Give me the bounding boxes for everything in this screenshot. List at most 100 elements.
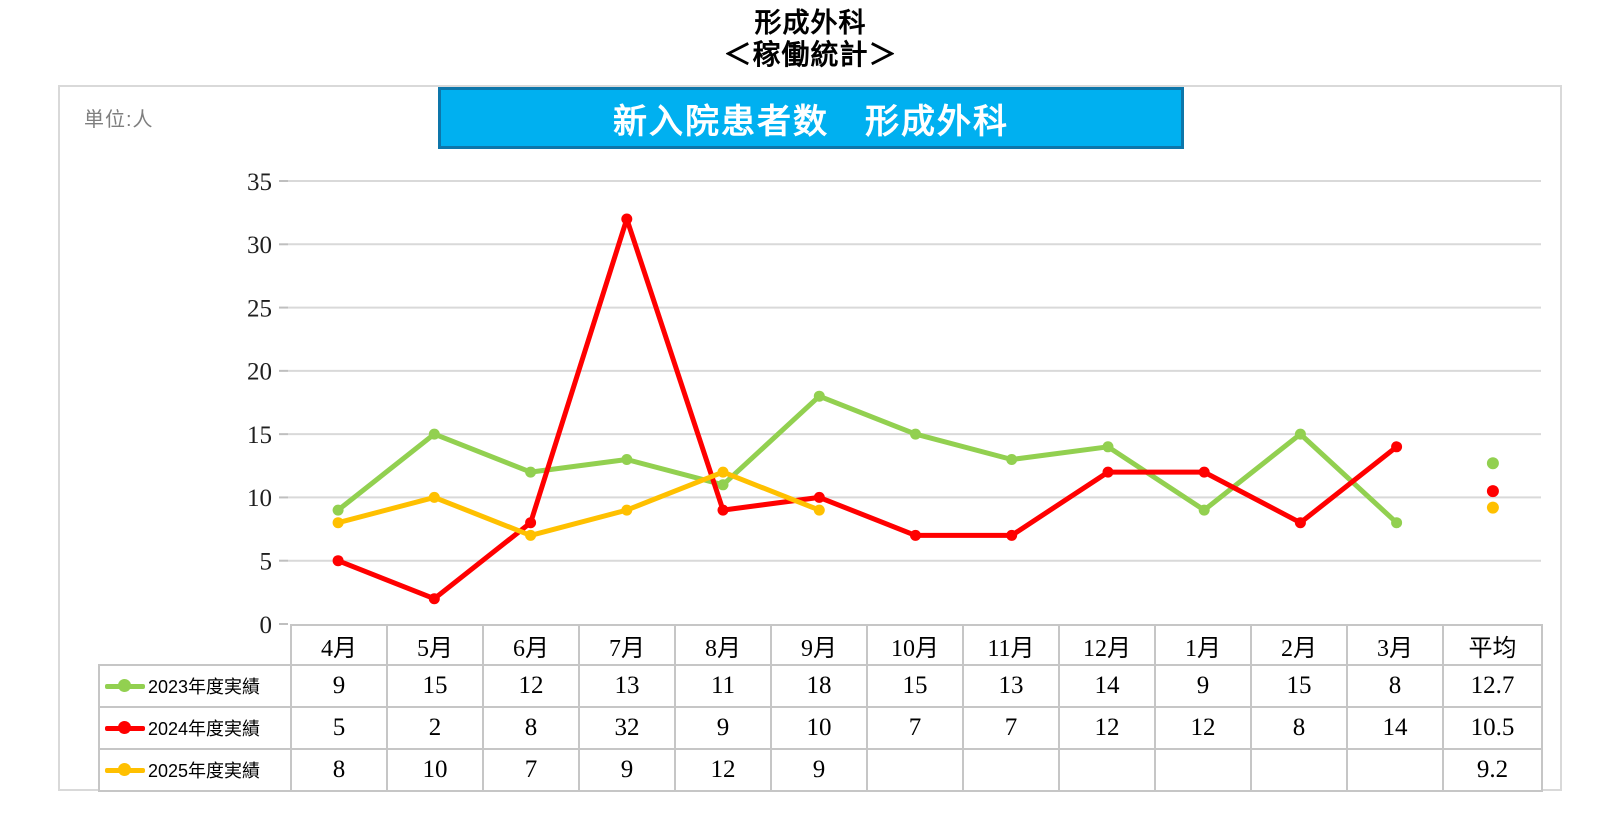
data-point-2024 <box>332 555 344 567</box>
legend-marker-dot <box>118 721 131 734</box>
table-header-month: 1月 <box>1154 624 1252 666</box>
table-value-cell: 12 <box>482 664 580 708</box>
series-line-2023 <box>335 393 1400 526</box>
series-label-cell: 2025年度実績 <box>98 748 292 792</box>
table-value-cell: 12 <box>1154 706 1252 750</box>
series-line-2025 <box>335 469 822 538</box>
series-label: 2023年度実績 <box>148 677 261 697</box>
table-row-2023: 2023年度実績 9 15 12 13 11 18 15 13 14 9 15 8 12.7 <box>98 664 1543 708</box>
series-line-2024 <box>335 216 1400 602</box>
data-point-2023 <box>1391 517 1403 529</box>
table-value-cell: 9 <box>1154 664 1252 708</box>
table-value-cell: 11 <box>674 664 772 708</box>
table-value-cell <box>1250 748 1348 792</box>
data-point-2024 <box>717 504 729 516</box>
y-axis-label: 0 <box>260 612 273 639</box>
legend-marker-dot <box>118 679 131 692</box>
legend-marker <box>105 763 145 776</box>
data-point-2024 <box>1391 441 1403 453</box>
legend-marker <box>105 721 145 734</box>
data-point-2024 <box>1294 517 1306 529</box>
table-row-2025: 2025年度実績 8 10 7 9 12 9 9.2 <box>98 748 1543 792</box>
data-point-2024 <box>1006 529 1018 541</box>
series-label-cell: 2024年度実績 <box>98 706 292 750</box>
table-average-cell: 10.5 <box>1442 706 1543 750</box>
table-value-cell: 10 <box>770 706 868 750</box>
table-value-cell: 8 <box>1250 706 1348 750</box>
data-point-2025 <box>428 491 440 503</box>
y-axis-label: 20 <box>247 359 272 386</box>
table-average-cell: 12.7 <box>1442 664 1543 708</box>
y-axis-label: 15 <box>247 422 272 449</box>
table-value-cell: 13 <box>962 664 1060 708</box>
table-value-cell: 7 <box>962 706 1060 750</box>
table-value-cell: 32 <box>578 706 676 750</box>
table-row-2024: 2024年度実績 5 2 8 32 9 10 7 7 12 12 8 14 10.5 <box>98 706 1543 750</box>
legend-marker <box>105 679 145 692</box>
page-title-line2: ＜稼働統計＞ <box>723 39 898 70</box>
legend-marker-dot <box>118 763 131 776</box>
data-point-2024 <box>428 593 440 605</box>
data-point-2023 <box>910 428 921 440</box>
table-header-month: 3月 <box>1346 624 1444 666</box>
data-point-2025 <box>717 466 729 478</box>
page-title: 形成外科 ＜稼働統計＞ <box>0 8 1621 70</box>
table-value-cell: 10 <box>386 748 484 792</box>
table-value-cell: 12 <box>674 748 772 792</box>
data-point-2024 <box>1198 466 1210 478</box>
data-point-2024 <box>910 529 921 541</box>
data-point-2023 <box>1198 504 1210 516</box>
average-point-2025 <box>1486 501 1499 514</box>
table-header-month: 4月 <box>290 624 388 666</box>
table-header-month: 5月 <box>386 624 484 666</box>
data-point-2023 <box>1006 454 1018 465</box>
table-header-month: 12月 <box>1058 624 1156 666</box>
table-value-cell: 12 <box>1058 706 1156 750</box>
table-value-cell: 2 <box>386 706 484 750</box>
table-value-cell: 9 <box>770 748 868 792</box>
table-header-month: 8月 <box>674 624 772 666</box>
data-point-2024 <box>525 517 537 529</box>
data-point-2023 <box>621 454 633 465</box>
table-header-row: 4月 5月 6月 7月 8月 9月 10月 11月 12月 1月 2月 3月 平均 <box>99 624 1543 666</box>
page-title-line1: 形成外科 <box>754 8 867 38</box>
table-header-month: 7月 <box>578 624 676 666</box>
series-label: 2024年度実績 <box>148 719 261 739</box>
data-point-2024 <box>1102 466 1114 478</box>
table-value-cell: 9 <box>674 706 772 750</box>
table-value-cell <box>962 748 1060 792</box>
table-value-cell <box>1346 748 1444 792</box>
table-value-cell: 15 <box>386 664 484 708</box>
data-point-2025 <box>332 517 344 529</box>
y-axis-label: 25 <box>247 295 272 322</box>
average-point-2024 <box>1486 485 1499 498</box>
table-header-month: 10月 <box>866 624 964 666</box>
unit-label: 単位:人 <box>84 109 154 131</box>
table-value-cell: 5 <box>290 706 388 750</box>
table-value-cell: 14 <box>1346 706 1444 750</box>
table-value-cell: 8 <box>290 748 388 792</box>
table-value-cell <box>866 748 964 792</box>
table-value-cell <box>1058 748 1156 792</box>
data-point-2023 <box>717 479 729 491</box>
y-axis-label: 5 <box>260 548 273 575</box>
table-header-average: 平均 <box>1442 624 1543 666</box>
data-point-2023 <box>1294 428 1306 440</box>
table-value-cell: 9 <box>290 664 388 708</box>
table-header-month: 2月 <box>1250 624 1348 666</box>
data-point-2023 <box>813 390 825 402</box>
table-header-month: 11月 <box>962 624 1060 666</box>
average-point-2023 <box>1486 457 1499 470</box>
y-axis-label: 10 <box>247 485 272 512</box>
table-value-cell: 8 <box>482 706 580 750</box>
table-header-month: 6月 <box>482 624 580 666</box>
table-corner-cell <box>99 625 291 665</box>
table-value-cell: 18 <box>770 664 868 708</box>
data-point-2023 <box>525 466 537 478</box>
table-value-cell <box>1154 748 1252 792</box>
y-axis-label: 35 <box>247 169 272 196</box>
y-axis-label: 30 <box>247 232 272 259</box>
data-point-2023 <box>1102 441 1114 453</box>
data-point-2023 <box>332 504 344 516</box>
